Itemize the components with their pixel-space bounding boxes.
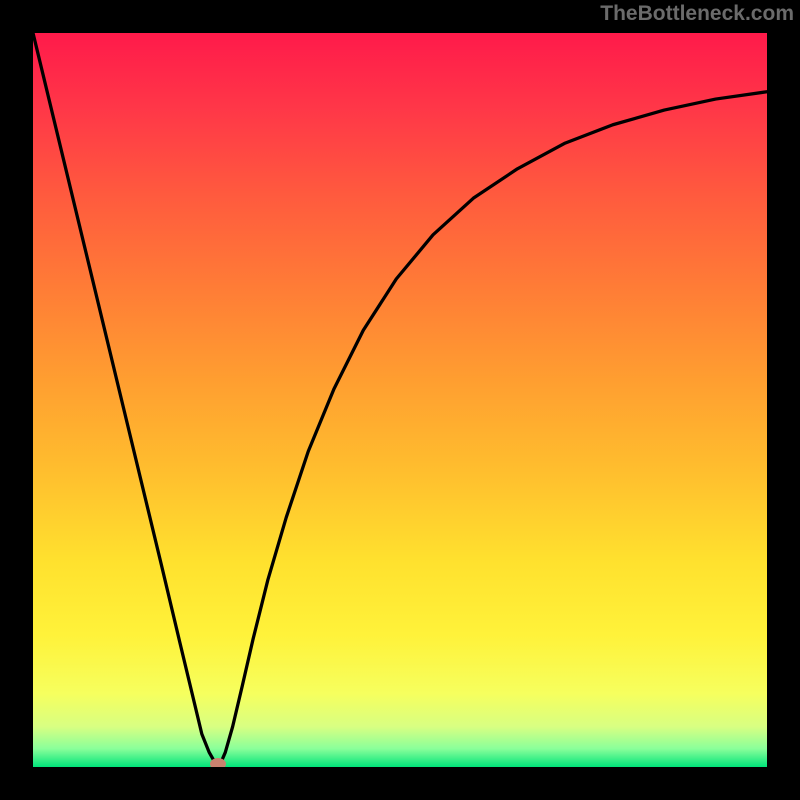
min-marker: [210, 758, 226, 767]
watermark-text: TheBottleneck.com: [600, 2, 794, 26]
chart-svg: [33, 33, 767, 767]
bottleneck-curve: [33, 33, 767, 766]
stage: TheBottleneck.com: [0, 0, 800, 800]
plot-area: [33, 33, 767, 767]
